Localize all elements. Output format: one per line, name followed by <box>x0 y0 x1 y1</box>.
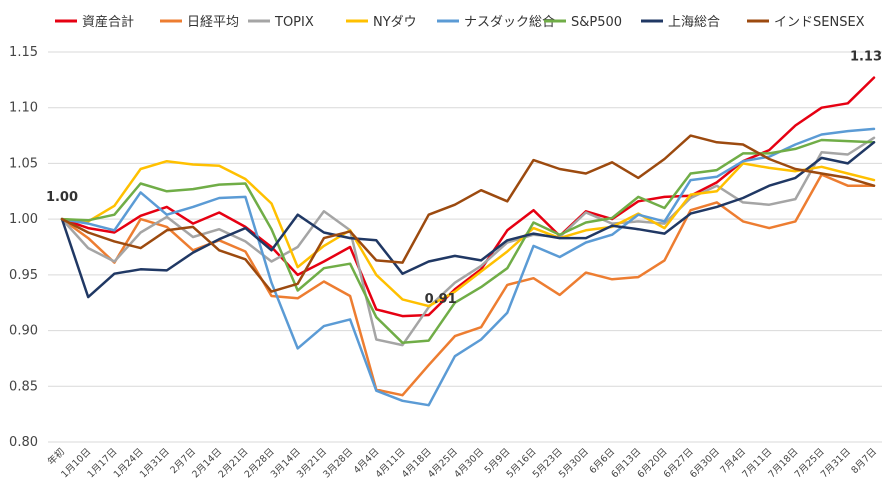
y-tick-label: 1.00 <box>9 212 38 227</box>
x-tick-label: 8月7日 <box>849 446 879 476</box>
data-label: 1.00 <box>46 190 78 205</box>
y-axis: 0.80 0.85 0.90 0.95 1.00 1.05 1.10 1.15 <box>9 45 38 450</box>
series-line-5 <box>60 127 876 407</box>
legend-label: インドSENSEX <box>774 15 865 30</box>
data-label: 0.91 <box>425 292 457 307</box>
y-tick-label: 1.05 <box>9 156 38 171</box>
y-tick-label: 0.80 <box>9 435 38 450</box>
legend-label: NYダウ <box>373 15 417 30</box>
chart-series <box>60 76 876 407</box>
series-line-2 <box>60 173 876 397</box>
legend-label: 資産合計 <box>82 14 134 30</box>
legend-label: S&P500 <box>571 15 622 30</box>
y-tick-label: 0.85 <box>9 379 38 394</box>
series-line-4 <box>60 159 876 308</box>
series-line-8 <box>60 134 876 293</box>
y-tick-label: 1.10 <box>9 101 38 116</box>
chart-annotations: 1.00 0.91 1.13 <box>46 50 882 307</box>
series-line-7 <box>60 141 876 299</box>
data-label: 1.13 <box>850 50 882 65</box>
legend-label: 日経平均 <box>187 15 239 30</box>
chart-gridlines <box>48 51 882 443</box>
x-tick-label: 年初 <box>45 446 67 468</box>
y-tick-label: 0.90 <box>9 324 38 339</box>
legend-label: ナスダック総合 <box>464 15 555 30</box>
legend-label: TOPIX <box>274 15 314 30</box>
y-tick-label: 1.15 <box>9 45 38 60</box>
x-axis: 年初1月10日1月17日1月24日1月31日2月7日2月14日2月21日2月28… <box>45 446 879 481</box>
series-line-6 <box>60 138 876 345</box>
y-tick-label: 0.95 <box>9 268 38 283</box>
legend-label: 上海総合 <box>668 15 720 30</box>
chart-legend: 資産合計 日経平均 TOPIX NYダウ ナスダック総合 S&P500 上海総合 インドSEN… <box>55 14 865 30</box>
